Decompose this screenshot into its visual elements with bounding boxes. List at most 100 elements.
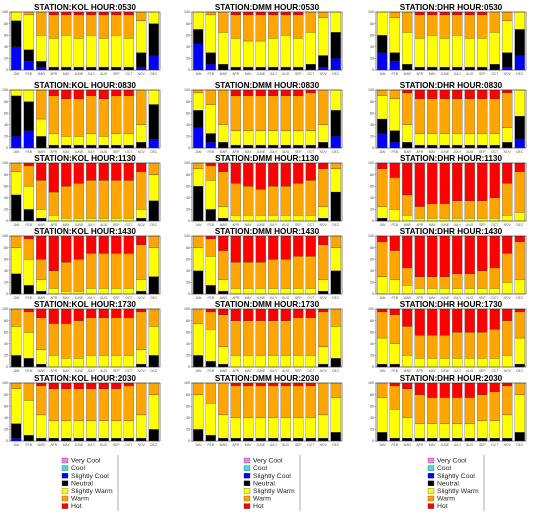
y-tick-label: 80 — [4, 100, 8, 104]
bar-segment-warm — [111, 180, 122, 219]
bar-segment-slightly-warm — [218, 346, 229, 365]
bar-segment-slightly-cool — [136, 66, 147, 71]
panel-title: STATION:KOL HOUR:2030 — [34, 374, 136, 383]
bar-segment-hot — [268, 308, 279, 321]
panel-station-kol-hour-1730: STATION:KOL HOUR:1730 0 20 40 60 80 100 JAN FEB M… — [2, 300, 161, 373]
bar-segment-slightly-warm — [293, 288, 304, 295]
y-tick-label: 60 — [370, 330, 374, 334]
bar-segment-neutral — [489, 64, 500, 71]
y-tick-label: 100 — [184, 161, 190, 165]
legend-label: Neutral — [253, 480, 275, 487]
bar-segment-warm — [193, 382, 204, 395]
bar-segment-slightly-warm — [389, 279, 400, 295]
bar-segment-neutral — [36, 363, 47, 368]
bar-segment-hot — [98, 89, 109, 99]
bar-segment-slightly-cool — [205, 142, 216, 149]
y-tick-label: 80 — [370, 319, 374, 323]
y-tick-label: 20 — [370, 208, 374, 212]
bar-segment-warm — [305, 11, 316, 33]
bar-segment-hot — [36, 162, 47, 181]
x-tick-label: JULY — [87, 223, 96, 227]
bar-segment-warm — [218, 171, 229, 207]
bar-segment-warm — [464, 332, 475, 359]
x-tick-label: OCT — [307, 369, 314, 373]
bar-segment-warm — [305, 92, 316, 131]
bar-segment-neutral — [148, 200, 159, 222]
y-tick-label: 40 — [370, 196, 374, 200]
bar-segment-neutral — [23, 209, 34, 222]
bar-segment-neutral — [389, 52, 400, 62]
bar-segment-warm — [218, 382, 229, 416]
bar-segment-slightly-warm — [268, 37, 279, 68]
bar-segment-neutral — [439, 437, 450, 442]
bar-segment-slightly-warm — [255, 130, 266, 146]
legend-swatch-neutral — [427, 480, 435, 486]
bar-segment-neutral — [280, 144, 291, 149]
y-tick-label: 60 — [186, 257, 190, 261]
x-tick-label: APR — [50, 72, 57, 76]
y-tick-label: 40 — [186, 196, 190, 200]
bar-segment-warm — [268, 14, 279, 39]
legend-swatch-warm — [427, 495, 435, 502]
legend-swatch-very-cool — [243, 457, 251, 464]
bar-segment-neutral — [148, 429, 159, 442]
bar-segment-warm — [305, 317, 316, 356]
bar-segment-warm — [148, 162, 159, 175]
bar-segment-slightly-warm — [389, 98, 400, 131]
y-tick-label: 20 — [186, 57, 190, 61]
bar-segment-slightly-warm — [36, 118, 47, 137]
x-tick-label: JAN — [379, 369, 386, 373]
bar-segment-neutral — [414, 437, 425, 442]
bar-segment-warm — [377, 382, 388, 398]
bar-segment-hot — [452, 162, 463, 201]
bar-segment-slightly-cool — [514, 139, 525, 149]
bar-segment-hot — [205, 162, 216, 167]
bar-segment-warm — [489, 391, 500, 421]
y-tick-label: 60 — [4, 257, 8, 261]
bar-segment-slightly-cool — [11, 136, 22, 149]
bar-segment-slightly-warm — [193, 168, 204, 187]
bar-segment-slightly-warm — [48, 133, 59, 146]
bar-segment-neutral — [464, 66, 475, 71]
legend-label: Slightly Warm — [437, 488, 479, 495]
panel-title: STATION:DMM HOUR:1730 — [215, 300, 320, 309]
bar-segment-neutral — [243, 437, 254, 442]
bar-segment-warm — [123, 95, 134, 134]
bar-segment-neutral — [243, 144, 254, 149]
bar-segment-neutral — [11, 194, 22, 222]
bar-segment-warm — [439, 98, 450, 134]
y-tick-label: 80 — [370, 246, 374, 250]
x-tick-label: JAN — [13, 150, 20, 154]
bar-segment-neutral — [136, 290, 147, 295]
y-tick-label: 20 — [370, 354, 374, 358]
bar-segment-warm — [489, 329, 500, 359]
bar-segment-neutral — [48, 66, 59, 71]
bar-segment-slightly-warm — [502, 20, 513, 53]
bar-segment-slightly-warm — [293, 355, 304, 368]
bar-segment-slightly-warm — [330, 247, 341, 271]
bar-segment-warm — [123, 385, 134, 421]
bar-segment-neutral — [136, 52, 147, 68]
bar-segment-warm — [477, 98, 488, 134]
bar-segment-hot — [61, 162, 72, 187]
bar-segment-hot — [230, 382, 241, 387]
bar-segment-warm — [414, 394, 425, 424]
x-tick-label: MAR — [404, 369, 412, 373]
x-tick-label: DEC — [516, 72, 524, 76]
bar-segment-warm — [36, 11, 47, 36]
bar-segment-slightly-warm — [293, 130, 304, 146]
bar-segment-hot — [98, 11, 109, 16]
x-tick-label: MAY — [245, 369, 253, 373]
bar-segment-slightly-warm — [439, 423, 450, 439]
bar-segment-slightly-warm — [230, 355, 241, 368]
bar-segment-slightly-warm — [255, 40, 266, 68]
y-tick-label: 0 — [372, 365, 374, 369]
bar-segment-slightly-cool — [514, 55, 525, 71]
bar-segment-slightly-warm — [123, 288, 134, 295]
bar-segment-warm — [377, 311, 388, 339]
bar-segment-neutral — [193, 186, 204, 222]
bar-segment-neutral — [218, 437, 229, 442]
legend-label: Warm — [253, 496, 271, 503]
bar-segment-hot — [111, 89, 122, 96]
